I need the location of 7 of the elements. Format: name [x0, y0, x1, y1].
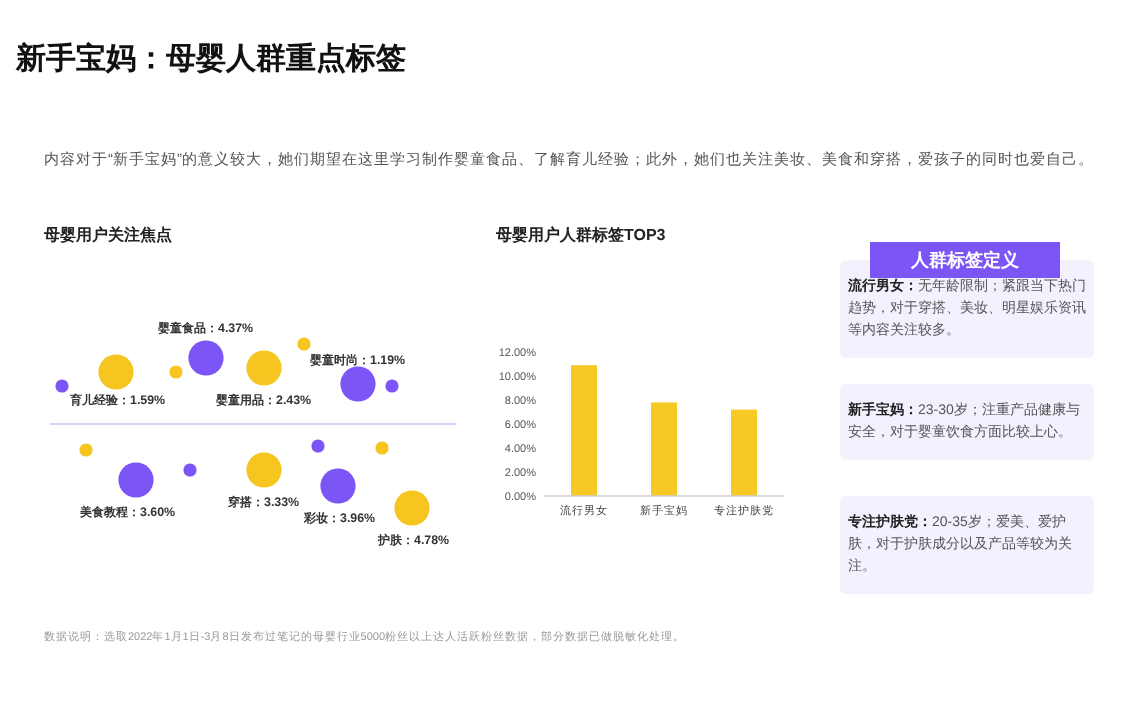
text: 新手宝妈：母婴人群重点标签: [16, 40, 408, 78]
bar: [651, 402, 677, 496]
bar: [571, 365, 597, 496]
chart-title: 母婴用户人群标签TOP3: [494, 226, 667, 244]
bar: [731, 409, 757, 496]
text: 母婴用户关注焦点: [42, 226, 172, 244]
text: 人群标签定义: [870, 242, 1060, 278]
